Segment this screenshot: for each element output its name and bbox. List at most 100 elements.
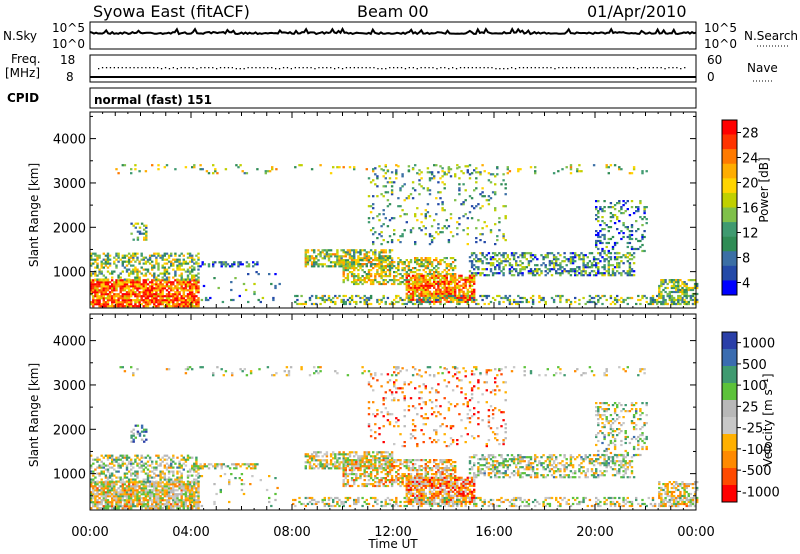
data-cell bbox=[681, 296, 684, 300]
data-cell bbox=[195, 303, 198, 306]
data-cell bbox=[247, 463, 251, 466]
data-cell bbox=[163, 281, 166, 284]
data-cell bbox=[151, 266, 154, 269]
data-cell bbox=[388, 177, 392, 180]
data-cell bbox=[119, 499, 122, 502]
data-cell bbox=[138, 262, 141, 265]
data-cell bbox=[182, 505, 185, 508]
data-cell bbox=[508, 170, 512, 173]
data-cell bbox=[393, 282, 396, 286]
data-cell bbox=[346, 277, 350, 280]
data-cell bbox=[274, 477, 277, 480]
data-cell bbox=[536, 264, 539, 267]
data-cell bbox=[622, 222, 625, 225]
data-cell bbox=[106, 483, 110, 486]
data-cell bbox=[407, 170, 411, 173]
data-cell bbox=[323, 463, 326, 466]
data-cell bbox=[174, 260, 177, 263]
data-cell bbox=[92, 295, 95, 298]
data-cell bbox=[660, 292, 663, 296]
data-cell bbox=[346, 269, 350, 272]
data-cell bbox=[119, 464, 122, 467]
data-cell bbox=[306, 459, 310, 462]
data-cell bbox=[357, 461, 360, 464]
data-cell bbox=[153, 252, 156, 255]
data-cell bbox=[466, 243, 469, 246]
data-cell bbox=[323, 294, 326, 298]
data-cell bbox=[382, 195, 385, 198]
data-cell bbox=[242, 282, 246, 286]
data-cell bbox=[172, 258, 175, 261]
data-cell bbox=[216, 463, 219, 466]
data-cell bbox=[433, 290, 436, 293]
data-cell bbox=[327, 257, 331, 260]
data-cell bbox=[136, 256, 139, 259]
data-cell bbox=[552, 266, 556, 269]
data-cell bbox=[148, 262, 152, 265]
data-cell bbox=[119, 489, 122, 492]
data-cell bbox=[327, 294, 331, 298]
data-cell bbox=[447, 282, 451, 285]
data-cell bbox=[153, 297, 156, 300]
data-cell bbox=[561, 260, 564, 263]
data-cell bbox=[445, 278, 448, 281]
data-cell bbox=[148, 272, 152, 275]
data-cell bbox=[94, 495, 97, 498]
data-cell bbox=[182, 301, 185, 304]
data-cell bbox=[148, 299, 152, 302]
data-cell bbox=[473, 169, 476, 172]
data-cell bbox=[119, 466, 122, 469]
data-cell bbox=[605, 241, 608, 245]
data-cell bbox=[350, 451, 354, 454]
data-cell bbox=[685, 284, 688, 288]
data-cell bbox=[618, 298, 621, 302]
data-cell bbox=[517, 274, 520, 277]
data-cell bbox=[687, 302, 690, 306]
data-cell bbox=[180, 285, 183, 288]
data-cell bbox=[178, 485, 181, 488]
data-cell bbox=[180, 299, 183, 302]
data-cell bbox=[121, 262, 124, 265]
data-cell bbox=[662, 288, 665, 292]
data-cell bbox=[424, 217, 427, 220]
data-cell bbox=[188, 281, 192, 284]
data-cell bbox=[186, 281, 190, 284]
data-cell bbox=[365, 302, 368, 306]
freq-point bbox=[168, 68, 171, 70]
data-cell bbox=[439, 191, 442, 194]
data-cell bbox=[230, 288, 233, 292]
data-cell bbox=[382, 275, 385, 278]
data-cell bbox=[534, 170, 537, 173]
data-cell bbox=[677, 290, 680, 294]
data-cell bbox=[481, 262, 484, 265]
data-cell bbox=[626, 245, 629, 249]
data-cell bbox=[98, 481, 101, 484]
data-cell bbox=[656, 300, 659, 304]
data-cell bbox=[437, 227, 440, 230]
data-cell bbox=[176, 264, 179, 267]
data-cell bbox=[407, 296, 411, 300]
data-cell bbox=[470, 290, 474, 293]
data-cell bbox=[92, 495, 95, 498]
data-cell bbox=[635, 237, 638, 241]
data-cell bbox=[261, 296, 265, 300]
data-cell bbox=[428, 233, 432, 236]
freq-point bbox=[613, 67, 615, 69]
data-cell bbox=[405, 294, 408, 297]
data-cell bbox=[666, 302, 669, 306]
data-cell bbox=[380, 251, 383, 254]
data-cell bbox=[132, 287, 135, 290]
freq-point bbox=[644, 67, 646, 69]
cpid-panel bbox=[89, 87, 697, 109]
data-cell bbox=[380, 235, 383, 238]
velocity-heatmap-cells bbox=[90, 366, 699, 510]
data-cell bbox=[468, 290, 472, 293]
data-cell bbox=[121, 499, 124, 502]
data-cell bbox=[172, 268, 175, 271]
data-cell bbox=[195, 478, 198, 481]
data-cell bbox=[96, 507, 99, 510]
data-cell bbox=[159, 470, 162, 473]
data-cell bbox=[430, 294, 434, 297]
data-cell bbox=[384, 273, 387, 276]
data-cell bbox=[127, 505, 131, 508]
